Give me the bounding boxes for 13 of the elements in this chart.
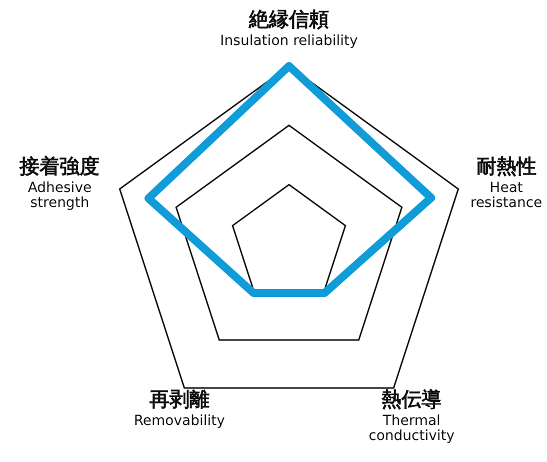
category-label: 熱伝導 <box>382 387 442 411</box>
category-label: Thermal <box>382 413 440 429</box>
category-label: conductivity <box>368 428 455 444</box>
category-label: 耐熱性 <box>476 154 536 178</box>
category-label: 接着強度 <box>20 154 100 178</box>
category-label: Removability <box>134 413 225 429</box>
category-label: 絶縁信頼 <box>249 7 329 31</box>
category-label: Heat <box>490 180 523 196</box>
category-label: resistance <box>470 195 542 211</box>
category-label: Insulation reliability <box>220 33 358 49</box>
category-label: 再剥離 <box>149 387 210 411</box>
category-label: Adhesive <box>28 180 92 196</box>
category-label: strength <box>30 195 90 211</box>
